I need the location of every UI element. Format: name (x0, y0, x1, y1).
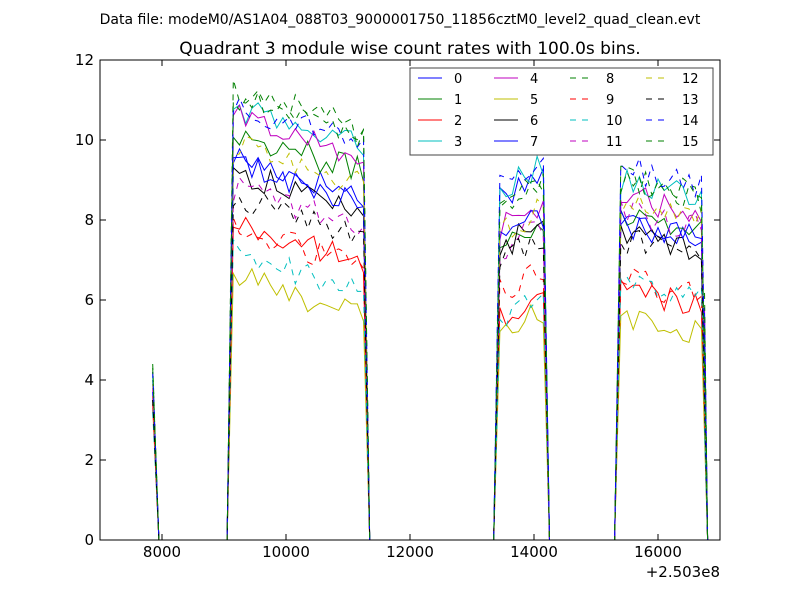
legend-label-6: 6 (530, 114, 538, 129)
y-tick-label: 6 (84, 291, 94, 309)
legend-label-11: 11 (606, 135, 623, 150)
x-tick-label: 8000 (143, 543, 181, 561)
legend-label-2: 2 (454, 114, 462, 129)
legend-label-9: 9 (606, 93, 614, 108)
chart-title: Quadrant 3 module wise count rates with … (179, 39, 640, 59)
x-tick-label: 16000 (634, 543, 682, 561)
series-line-8 (152, 79, 709, 541)
chart-suptitle: Data file: modeM0/AS1A04_088T03_90000017… (100, 12, 701, 28)
y-tick-label: 2 (84, 451, 94, 469)
legend-label-12: 12 (682, 72, 699, 87)
legend-label-7: 7 (530, 135, 538, 150)
legend-label-5: 5 (530, 93, 538, 108)
legend-label-14: 14 (682, 114, 699, 129)
x-tick-label: 14000 (510, 543, 558, 561)
y-tick-label: 12 (75, 51, 94, 69)
legend-label-3: 3 (454, 135, 462, 150)
series-line-9 (152, 217, 709, 541)
y-tick-label: 4 (84, 371, 94, 389)
y-tick-label: 0 (84, 531, 94, 549)
legend-label-10: 10 (606, 114, 623, 129)
legend-label-8: 8 (606, 72, 614, 87)
legend-label-13: 13 (682, 93, 699, 108)
series-line-10 (152, 238, 709, 541)
x-tick-label: 12000 (386, 543, 434, 561)
legend-label-1: 1 (454, 93, 462, 108)
legend-label-0: 0 (454, 72, 462, 87)
x-offset-label: +2.503e8 (646, 563, 720, 581)
legend-label-15: 15 (682, 135, 699, 150)
legend-label-4: 4 (530, 72, 538, 87)
x-tick-label: 10000 (262, 543, 310, 561)
y-tick-label: 10 (75, 131, 94, 149)
y-tick-label: 8 (84, 211, 94, 229)
